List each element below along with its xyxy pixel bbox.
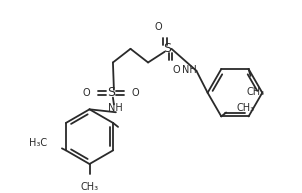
Text: O: O — [132, 88, 139, 98]
Text: NH: NH — [182, 65, 197, 75]
Text: S: S — [164, 42, 172, 55]
Text: CH₃: CH₃ — [246, 87, 265, 97]
Text: CH₃: CH₃ — [237, 103, 255, 113]
Text: CH₃: CH₃ — [80, 182, 98, 192]
Text: O: O — [172, 65, 180, 75]
Text: H₃C: H₃C — [29, 138, 47, 147]
Text: O: O — [83, 88, 90, 98]
Text: NH: NH — [108, 103, 123, 113]
Text: O: O — [155, 22, 162, 32]
Text: S: S — [107, 86, 115, 99]
